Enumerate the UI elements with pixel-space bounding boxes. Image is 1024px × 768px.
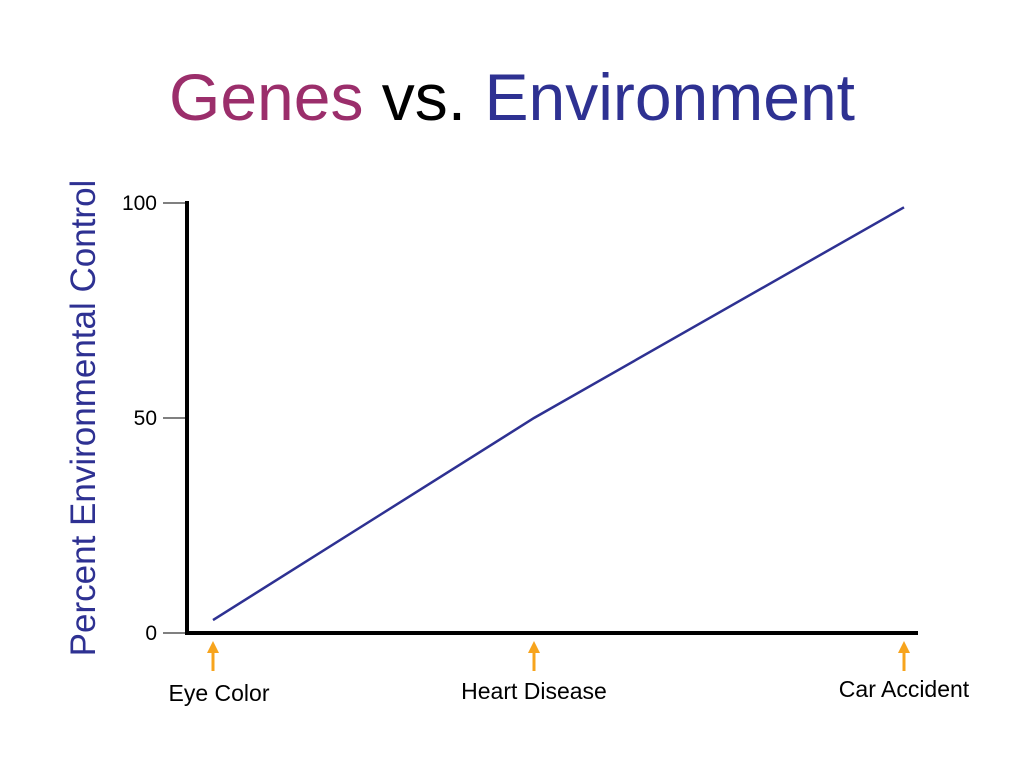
category-label-heart-disease: Heart Disease — [461, 678, 607, 704]
title-vs: vs. — [381, 60, 467, 134]
y-tick-label-50: 50 — [134, 407, 157, 430]
arrow-head-car-accident — [898, 641, 910, 653]
y-tick-label-0: 0 — [145, 622, 157, 645]
series-line-0 — [212, 206, 905, 622]
title-genes: Genes — [168, 60, 364, 134]
title-environment: Environment — [484, 60, 855, 134]
category-label-eye-color: Eye Color — [169, 680, 270, 706]
arrow-head-eye-color — [207, 641, 219, 653]
category-label-car-accident: Car Accident — [839, 676, 970, 702]
page-title: Genes vs. Environment — [0, 52, 1024, 142]
y-tick-label-100: 100 — [122, 192, 157, 215]
arrow-head-heart-disease — [528, 641, 540, 653]
